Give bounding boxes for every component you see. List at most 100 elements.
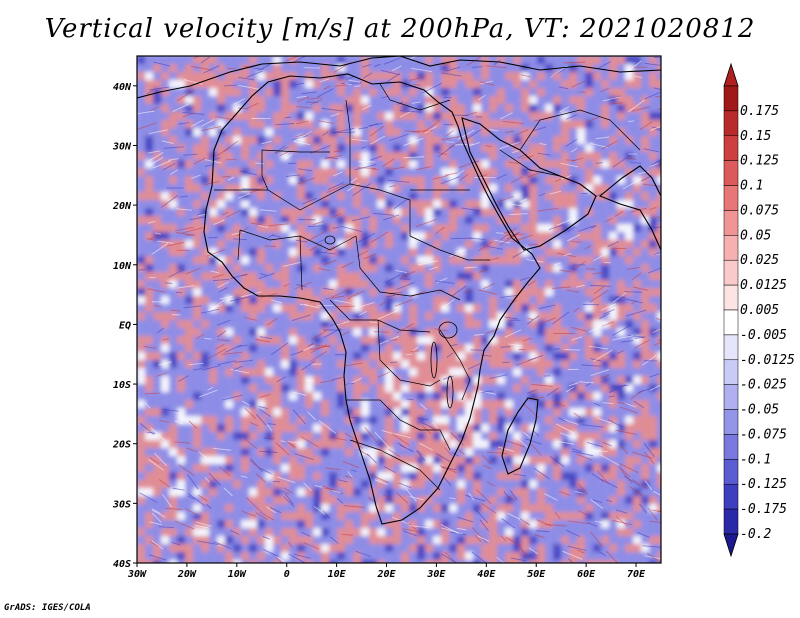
field-cell bbox=[545, 416, 554, 425]
field-cell bbox=[161, 136, 170, 145]
field-cell bbox=[369, 208, 378, 217]
field-cell bbox=[161, 72, 170, 81]
field-cell bbox=[209, 544, 218, 553]
field-streak bbox=[266, 317, 278, 326]
field-cell bbox=[417, 224, 426, 233]
field-cell bbox=[473, 304, 482, 313]
field-cell bbox=[337, 80, 346, 89]
field-cell bbox=[185, 488, 194, 497]
field-cell bbox=[257, 496, 266, 505]
field-cell bbox=[633, 192, 642, 201]
field-cell bbox=[585, 256, 594, 265]
field-cell bbox=[249, 112, 258, 121]
field-streak bbox=[449, 169, 465, 181]
field-cell bbox=[201, 248, 210, 257]
field-cell bbox=[345, 312, 354, 321]
field-cell bbox=[209, 456, 218, 465]
field-cell bbox=[625, 384, 634, 393]
field-cell bbox=[345, 280, 354, 289]
field-streak bbox=[563, 418, 579, 425]
field-cell bbox=[329, 104, 338, 113]
field-streak bbox=[599, 312, 610, 320]
field-cell bbox=[385, 200, 394, 209]
field-cell bbox=[417, 64, 426, 73]
field-streak bbox=[296, 96, 310, 103]
field-streak bbox=[594, 520, 604, 524]
field-streak bbox=[246, 70, 263, 78]
field-cell bbox=[601, 376, 610, 385]
field-cell bbox=[201, 376, 210, 385]
field-cell bbox=[537, 328, 546, 337]
field-cell bbox=[521, 184, 530, 193]
field-cell bbox=[649, 520, 658, 529]
field-cell bbox=[337, 472, 346, 481]
field-cell bbox=[225, 528, 234, 537]
field-cell bbox=[449, 120, 458, 129]
field-cell bbox=[601, 208, 610, 217]
field-cell bbox=[633, 536, 642, 545]
field-streak bbox=[176, 208, 193, 211]
field-cell bbox=[209, 112, 218, 121]
field-cell bbox=[617, 280, 626, 289]
field-cell bbox=[505, 544, 514, 553]
field-cell bbox=[417, 336, 426, 345]
field-cell bbox=[569, 264, 578, 273]
field-cell bbox=[321, 288, 330, 297]
field-cell bbox=[409, 416, 418, 425]
field-cell bbox=[569, 416, 578, 425]
field-cell bbox=[649, 88, 658, 97]
field-cell bbox=[641, 528, 650, 537]
field-cell bbox=[481, 416, 490, 425]
field-cell bbox=[617, 504, 626, 513]
field-streak bbox=[183, 153, 198, 156]
field-cell bbox=[225, 88, 234, 97]
field-cell bbox=[249, 536, 258, 545]
field-cell bbox=[609, 160, 618, 169]
field-cell bbox=[489, 528, 498, 537]
field-cell bbox=[417, 472, 426, 481]
field-cell bbox=[361, 80, 370, 89]
field-cell bbox=[161, 488, 170, 497]
field-cell bbox=[225, 376, 234, 385]
field-cell bbox=[361, 344, 370, 353]
field-cell bbox=[609, 312, 618, 321]
field-cell bbox=[161, 112, 170, 121]
field-cell bbox=[169, 336, 178, 345]
field-cell bbox=[457, 232, 466, 241]
field-cell bbox=[657, 312, 661, 321]
field-cell bbox=[425, 488, 434, 497]
field-cell bbox=[145, 168, 154, 177]
field-cell bbox=[569, 280, 578, 289]
field-cell bbox=[137, 456, 146, 465]
field-cell bbox=[489, 560, 498, 563]
field-cell bbox=[633, 368, 642, 377]
field-cell bbox=[377, 168, 386, 177]
field-cell bbox=[441, 136, 450, 145]
field-cell bbox=[257, 480, 266, 489]
field-cell bbox=[353, 464, 362, 473]
field-cell bbox=[513, 96, 522, 105]
field-streak bbox=[660, 506, 661, 508]
field-cell bbox=[609, 248, 618, 257]
field-cell bbox=[257, 304, 266, 313]
field-cell bbox=[409, 200, 418, 209]
field-cell bbox=[393, 88, 402, 97]
field-cell bbox=[273, 336, 282, 345]
field-cell bbox=[521, 176, 530, 185]
field-cell bbox=[281, 552, 290, 561]
field-cell bbox=[625, 152, 634, 161]
field-cell bbox=[377, 344, 386, 353]
field-streak bbox=[440, 465, 457, 473]
field-cell bbox=[521, 248, 530, 257]
field-cell bbox=[417, 560, 426, 563]
field-cell bbox=[473, 352, 482, 361]
field-cell bbox=[193, 184, 202, 193]
field-cell bbox=[609, 504, 618, 513]
field-cell bbox=[465, 120, 474, 129]
field-cell bbox=[337, 152, 346, 161]
field-cell bbox=[377, 512, 386, 521]
field-cell bbox=[641, 520, 650, 529]
field-cell bbox=[377, 360, 386, 369]
field-cell bbox=[217, 72, 226, 81]
field-cell bbox=[385, 472, 394, 481]
